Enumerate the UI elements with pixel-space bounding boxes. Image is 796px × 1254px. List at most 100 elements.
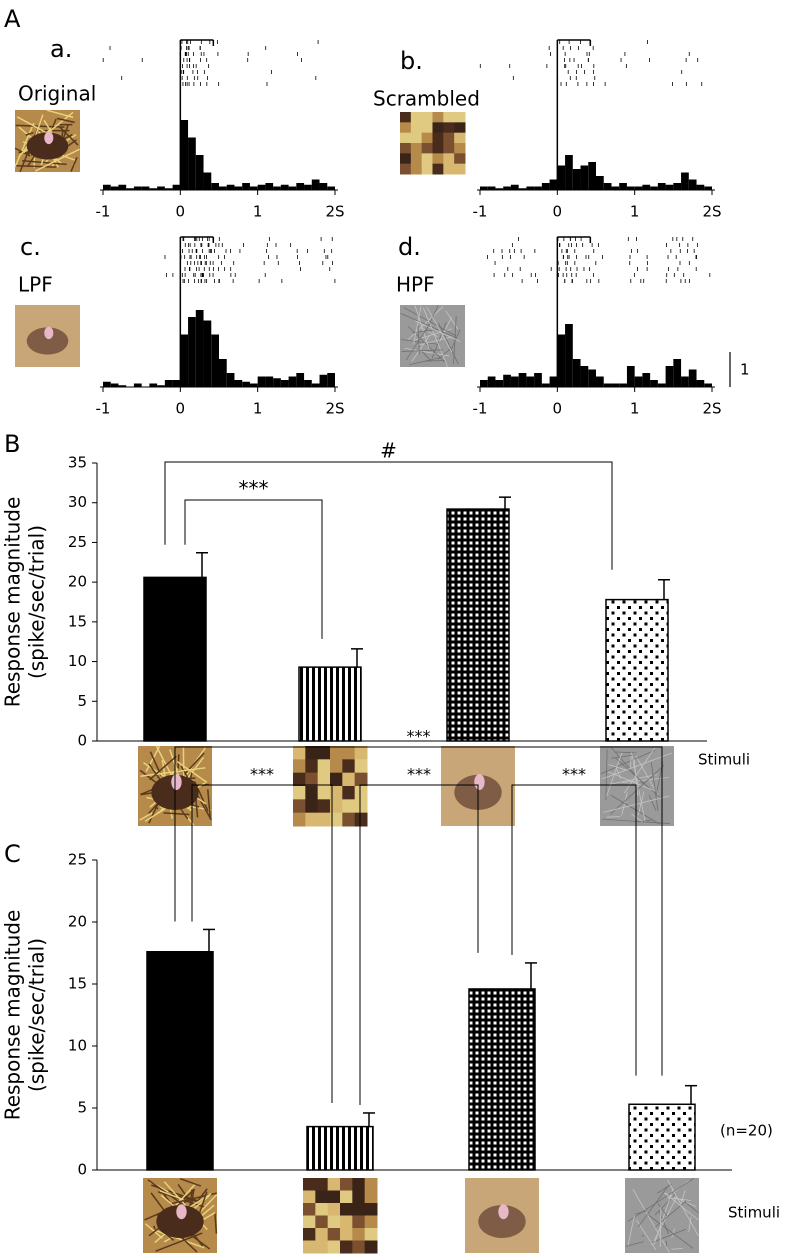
- histogram-bar: [673, 183, 682, 190]
- histogram-bar: [696, 184, 705, 190]
- mosaic-tile: [342, 759, 356, 774]
- mosaic-tile: [352, 1215, 366, 1229]
- edge: [606, 816, 621, 818]
- mosaic-tile: [342, 772, 356, 787]
- edge: [424, 360, 445, 362]
- straw: [196, 1188, 208, 1203]
- histogram-bar: [541, 383, 550, 387]
- mosaic-tile: [327, 1203, 341, 1216]
- x-tick-label: 2S: [702, 400, 721, 418]
- y-axis-label: (spike/sec/trial): [25, 938, 49, 1092]
- y-tick-label: 25: [68, 533, 87, 551]
- edge: [401, 349, 444, 352]
- histogram-bar: [257, 184, 266, 190]
- x-tick-label: 2S: [325, 203, 344, 221]
- edge: [409, 356, 442, 366]
- mosaic-tile: [400, 112, 412, 123]
- bar: [468, 988, 536, 1171]
- x-axis-label: Stimuli: [728, 1204, 780, 1222]
- mosaic-tile: [364, 1215, 378, 1229]
- bar: [306, 1125, 374, 1171]
- mosaic-tile: [400, 153, 412, 165]
- histogram-bar: [219, 359, 227, 387]
- mosaic-tile: [352, 1203, 366, 1216]
- mosaic-tile: [315, 1178, 329, 1191]
- histogram-bar: [480, 186, 488, 190]
- histogram-bar: [650, 380, 658, 387]
- histogram-bar: [296, 183, 305, 190]
- edge: [405, 323, 431, 361]
- histogram-bar: [311, 179, 320, 190]
- x-tick-label: 2S: [702, 203, 721, 221]
- histogram-bar: [242, 381, 250, 387]
- histogram-bar: [665, 184, 674, 190]
- mosaic-tile: [410, 112, 423, 123]
- histogram-bar: [327, 186, 335, 190]
- histogram-bar: [603, 383, 612, 387]
- histogram-bar: [611, 186, 620, 190]
- animal: [478, 1205, 526, 1238]
- histogram-bar: [534, 186, 542, 190]
- mosaic-tile: [443, 112, 455, 123]
- histogram-bar: [681, 172, 689, 190]
- mosaic-tile: [342, 799, 356, 814]
- y-tick-label: 30: [68, 493, 87, 511]
- mosaic-tile: [354, 812, 368, 827]
- mosaic-tile: [305, 772, 319, 787]
- edge: [608, 771, 658, 793]
- histogram-bar: [487, 186, 496, 190]
- histogram-bar: [118, 385, 127, 387]
- mosaic-tile: [305, 746, 319, 760]
- mosaic-tile: [315, 1228, 329, 1241]
- straw: [14, 122, 35, 168]
- mosaic-tile: [410, 132, 423, 144]
- histogram-bar: [311, 383, 320, 387]
- histogram-bar: [534, 373, 542, 387]
- histogram-bar: [288, 186, 297, 190]
- edge: [654, 1194, 676, 1216]
- stimulus-label: Original: [18, 82, 96, 106]
- mosaic-tile: [305, 786, 319, 800]
- nose: [474, 774, 485, 790]
- edge: [421, 351, 432, 362]
- y-tick-label: 10: [68, 652, 87, 670]
- mosaic-tile: [454, 132, 466, 144]
- edge: [417, 326, 420, 355]
- histogram-bar: [226, 373, 235, 387]
- mosaic-tile: [421, 153, 433, 165]
- histogram-bar: [580, 366, 589, 387]
- edge: [438, 323, 459, 365]
- mosaic-tile: [327, 1240, 341, 1254]
- stimulus-image: [625, 1177, 699, 1253]
- edge: [422, 307, 449, 368]
- histogram-bar: [164, 380, 173, 387]
- mosaic-tile: [410, 153, 423, 165]
- mosaic-tile: [340, 1240, 353, 1254]
- straw: [140, 767, 206, 778]
- mosaic-tile: [303, 1178, 316, 1191]
- mosaic-tile: [364, 1203, 378, 1216]
- histogram-bar: [110, 186, 119, 190]
- histogram-bar: [273, 186, 281, 190]
- x-tick-label: 1: [253, 203, 263, 221]
- y-tick-label: 0: [77, 1161, 87, 1179]
- mosaic-tile: [293, 812, 306, 827]
- histogram-bar: [549, 179, 558, 190]
- histogram-bar: [203, 172, 212, 190]
- edge: [651, 1228, 686, 1244]
- mosaic-tile: [354, 746, 368, 760]
- histogram-bar: [180, 120, 189, 190]
- x-axis-label: Stimuli: [698, 751, 750, 769]
- histogram-bar: [211, 183, 219, 190]
- mosaic-tile: [340, 1228, 353, 1241]
- histogram-bar: [118, 184, 127, 190]
- histogram-bar: [495, 380, 504, 387]
- edge: [659, 1206, 662, 1248]
- mosaic-tile: [317, 812, 331, 827]
- histogram-bar: [526, 186, 535, 190]
- histogram-bar: [657, 383, 666, 387]
- histogram-bar: [696, 380, 705, 387]
- mosaic-tile: [432, 132, 444, 144]
- bar: [298, 666, 362, 742]
- significance-label: ***: [250, 765, 274, 784]
